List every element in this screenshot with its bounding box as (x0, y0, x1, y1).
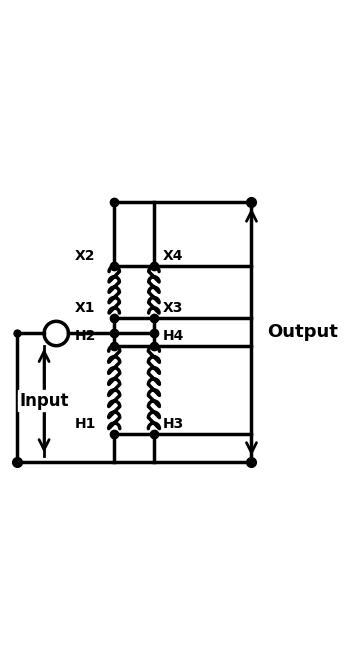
Text: X2: X2 (75, 249, 95, 263)
Text: X1: X1 (75, 301, 95, 315)
Text: Input: Input (19, 392, 69, 410)
Text: X3: X3 (163, 301, 183, 315)
Text: H2: H2 (75, 329, 96, 343)
Text: Output: Output (267, 323, 337, 341)
Text: H4: H4 (163, 329, 184, 343)
Text: H1: H1 (75, 417, 96, 431)
Text: H3: H3 (163, 417, 184, 431)
Text: X4: X4 (163, 249, 184, 263)
